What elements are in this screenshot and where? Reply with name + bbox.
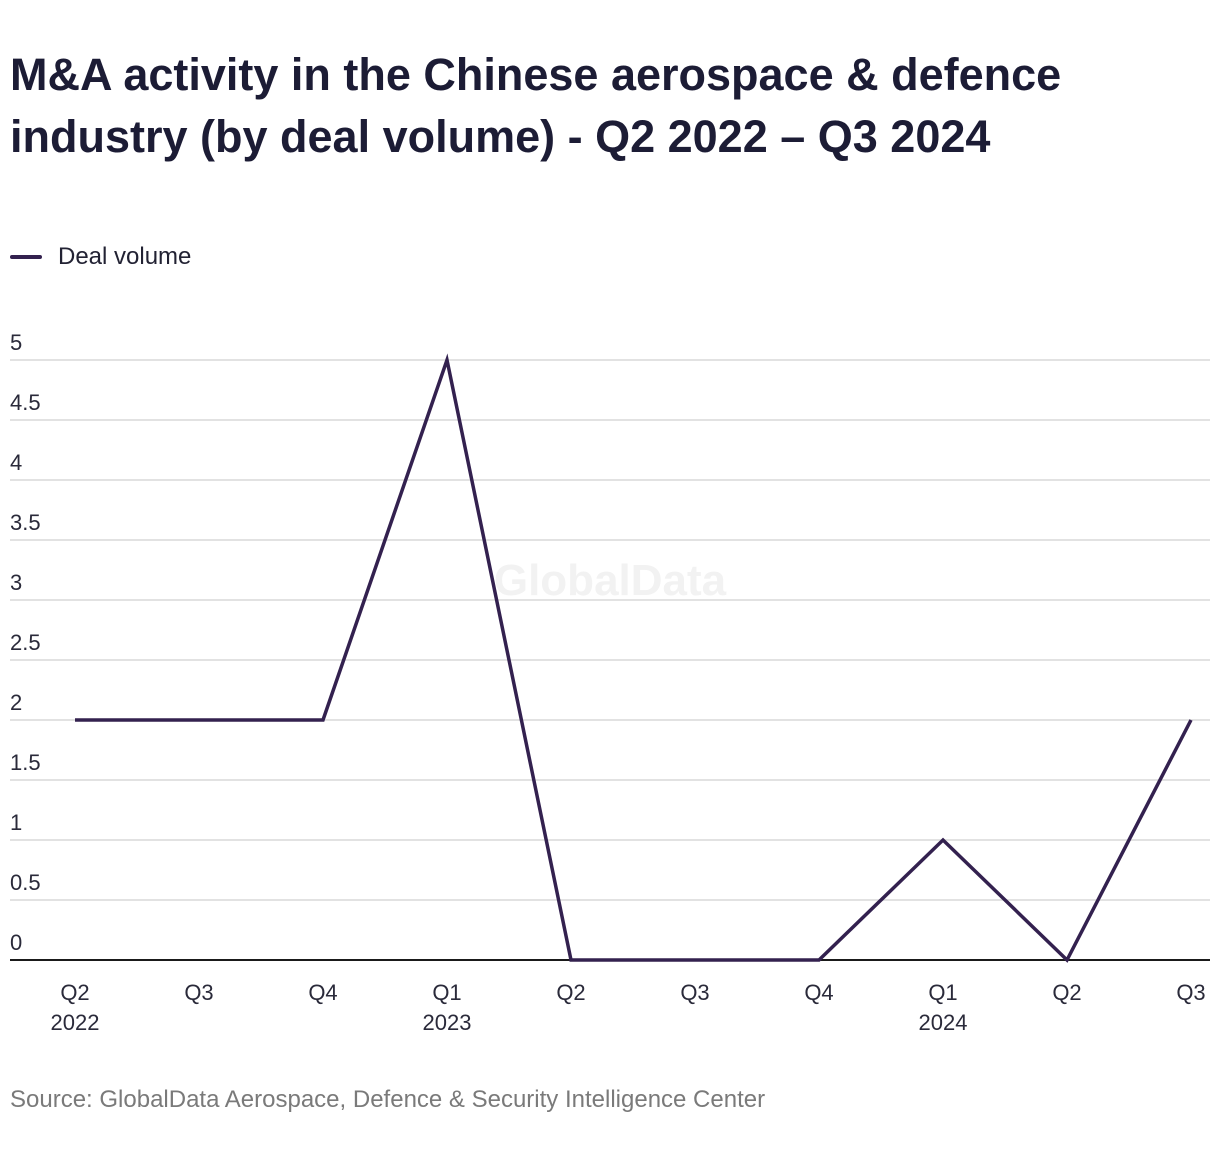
y-tick-label: 1 xyxy=(10,810,22,835)
x-tick-label: Q3 xyxy=(184,980,213,1005)
y-tick-label: 3 xyxy=(10,570,22,595)
x-tick-label: Q2 xyxy=(556,980,585,1005)
gridlines xyxy=(10,359,1210,901)
source-note: Source: GlobalData Aerospace, Defence & … xyxy=(10,1086,766,1113)
legend: Deal volume xyxy=(10,242,191,272)
y-axis-ticks: 0 0.5 1 1.5 2 2.5 3 3.5 4 4.5 5 xyxy=(10,330,41,955)
y-tick-label: 4 xyxy=(10,450,22,475)
legend-swatch-deal-volume xyxy=(10,255,42,259)
y-tick-label: 0 xyxy=(10,930,22,955)
x-axis-ticks: Q2 2022 Q3 Q4 Q1 2023 Q2 Q3 Q4 Q1 2024 Q2 Q3 xyxy=(51,980,1206,1035)
x-tick-year-label: 2023 xyxy=(423,1010,472,1035)
chart-title: M&A activity in the Chinese aerospace & … xyxy=(10,49,1062,162)
x-tick-label: Q3 xyxy=(1176,980,1205,1005)
x-tick-label: Q4 xyxy=(804,980,833,1005)
x-tick-label: Q1 xyxy=(928,980,957,1005)
y-tick-label: 2.5 xyxy=(10,630,41,655)
x-tick-label: Q2 xyxy=(60,980,89,1005)
y-tick-label: 0.5 xyxy=(10,870,41,895)
y-tick-label: 3.5 xyxy=(10,510,41,535)
y-tick-label: 1.5 xyxy=(10,750,41,775)
x-tick-year-label: 2022 xyxy=(51,1010,100,1035)
x-tick-label: Q4 xyxy=(308,980,337,1005)
x-tick-label: Q3 xyxy=(680,980,709,1005)
y-tick-label: 5 xyxy=(10,330,22,355)
y-tick-label: 2 xyxy=(10,690,22,715)
y-tick-label: 4.5 xyxy=(10,390,41,415)
legend-label-deal-volume: Deal volume xyxy=(58,243,192,270)
watermark: GlobalData xyxy=(494,556,727,605)
x-tick-year-label: 2024 xyxy=(919,1010,968,1035)
series-line-deal-volume xyxy=(75,353,1193,963)
x-tick-label: Q1 xyxy=(432,980,461,1005)
x-tick-label: Q2 xyxy=(1052,980,1081,1005)
